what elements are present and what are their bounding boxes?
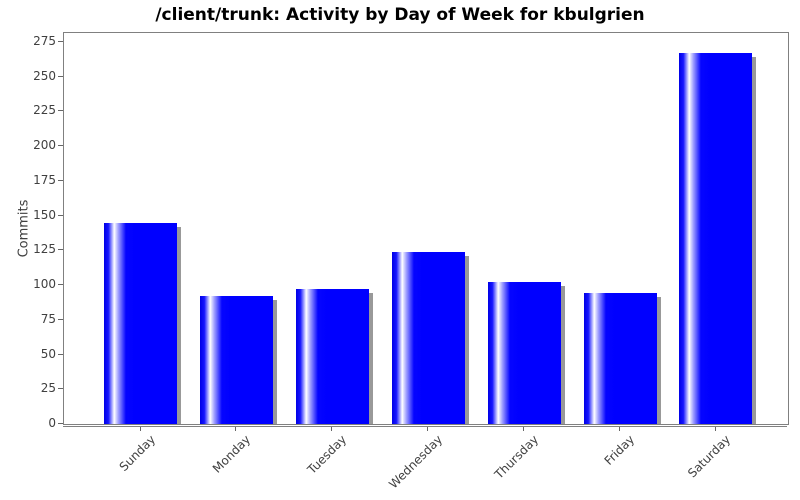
- bar: [679, 53, 753, 424]
- y-tick-label: 50: [40, 346, 56, 361]
- y-tick-mark: [58, 145, 63, 147]
- y-tick-mark: [58, 423, 63, 424]
- y-tick-mark: [58, 249, 63, 251]
- x-tick-mark: [714, 426, 716, 431]
- plot-area: [63, 32, 789, 425]
- y-tick-mark: [58, 353, 63, 355]
- bar: [295, 289, 369, 424]
- x-tick-mark: [619, 426, 620, 431]
- x-axis-line: [63, 425, 787, 427]
- y-tick-mark: [58, 214, 63, 216]
- bar: [583, 293, 657, 424]
- y-tick-label: 250: [33, 68, 56, 83]
- x-tick-mark: [427, 426, 429, 431]
- bar: [487, 282, 561, 424]
- y-tick-label: 75: [40, 311, 56, 326]
- y-tick-label: 200: [33, 138, 56, 153]
- y-tick-label: 225: [33, 103, 56, 118]
- y-tick-label: 25: [40, 381, 56, 396]
- y-tick-mark: [58, 179, 63, 181]
- y-tick-mark: [58, 318, 63, 320]
- bar: [391, 251, 465, 424]
- x-tick-mark: [331, 426, 333, 431]
- x-tick-mark: [139, 426, 141, 431]
- y-tick-mark: [58, 388, 63, 390]
- chart-title: /client/trunk: Activity by Day of Week f…: [155, 5, 645, 25]
- y-tick-label: 100: [33, 277, 56, 292]
- y-tick-label: 150: [33, 207, 56, 222]
- y-tick-label: 175: [33, 172, 56, 187]
- y-tick-mark: [58, 75, 63, 77]
- y-tick-mark: [58, 110, 63, 112]
- y-axis-title: Commits: [16, 199, 32, 258]
- y-tick-mark: [58, 284, 63, 286]
- y-tick-label: 125: [33, 242, 56, 257]
- bar: [199, 296, 273, 424]
- y-tick-label: 0: [48, 416, 56, 430]
- bar: [104, 222, 177, 424]
- x-tick-label: Sunday: [116, 432, 158, 474]
- y-tick-label: 275: [33, 34, 56, 48]
- x-tick-mark: [235, 426, 237, 431]
- x-tick-mark: [523, 426, 525, 431]
- y-tick-mark: [58, 41, 63, 42]
